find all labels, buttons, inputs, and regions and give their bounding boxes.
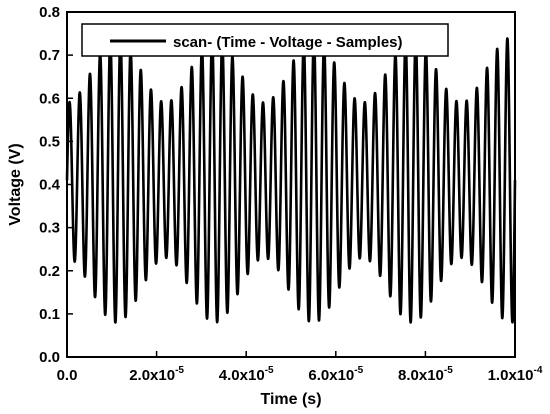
x-axis-label: Time (s) bbox=[260, 391, 321, 408]
legend: scan- (Time - Voltage - Samples) bbox=[81, 23, 449, 57]
y-axis-label: Voltage (V) bbox=[7, 143, 24, 225]
x-tick-label-5: 1.0x10-4 bbox=[488, 365, 543, 384]
x-tick-label-2: 4.0x10-5 bbox=[219, 365, 274, 384]
y-tick-label-8: 0.8 bbox=[39, 4, 60, 21]
y-tick-label-2: 0.2 bbox=[39, 263, 60, 280]
x-tick-label-4: 8.0x10-5 bbox=[398, 365, 453, 384]
y-tick-label-4: 0.4 bbox=[39, 177, 61, 194]
legend-label: scan- (Time - Voltage - Samples) bbox=[173, 34, 403, 51]
y-tick-label-3: 0.3 bbox=[39, 220, 60, 237]
series-line-0 bbox=[65, 36, 517, 324]
x-axis-ticks: 0.0 2.0x10-5 4.0x10-5 6.0x10-5 8.0x10-5 1.0x1… bbox=[57, 351, 543, 384]
x-tick-label-3: 6.0x10-5 bbox=[308, 365, 363, 384]
x-tick-label-0: 0.0 bbox=[57, 367, 78, 384]
y-tick-label-7: 0.7 bbox=[39, 47, 60, 64]
y-axis-ticks: 0.0 0.1 0.2 0.3 0.4 0.5 0.6 0.7 0.8 bbox=[39, 4, 73, 366]
series-layer bbox=[65, 36, 517, 324]
x-tick-label-1: 2.0x10-5 bbox=[129, 365, 184, 384]
y-tick-label-0: 0.0 bbox=[39, 349, 60, 366]
plot-area: 0.0 2.0x10-5 4.0x10-5 6.0x10-5 8.0x10-5 1.0x1… bbox=[39, 4, 543, 384]
y-tick-label-5: 0.5 bbox=[39, 133, 60, 150]
y-tick-label-1: 0.1 bbox=[39, 306, 60, 323]
y-tick-label-6: 0.6 bbox=[39, 90, 60, 107]
